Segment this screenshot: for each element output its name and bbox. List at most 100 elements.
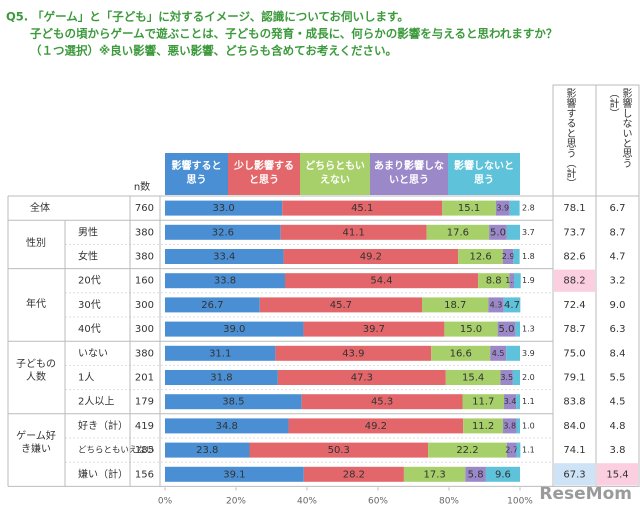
bar-segment [485,466,520,482]
bar-segment [497,321,516,337]
value-label: 1.9 [522,276,535,285]
bar-segment [275,345,432,361]
total-value: 79.1 [563,373,585,384]
bar-segment [463,418,503,434]
highlight-cell [554,463,595,486]
value-label: 2.0 [522,373,535,382]
value-label: 5.0 [490,227,506,238]
n-value: 380 [135,252,154,263]
value-label: 4.3 [490,300,503,309]
value-label: 49.2 [365,421,387,432]
total-value: 3.8 [610,445,626,456]
bar-segment [515,321,520,337]
n-value: 419 [135,421,154,432]
n-value: 179 [135,397,154,408]
total-column-header: 影響しないと思う（計） [607,88,631,168]
value-label: 12.6 [469,252,491,263]
bar-segment [506,442,517,458]
total-value: 74.1 [563,445,585,456]
total-value: 15.4 [606,469,628,480]
bar-segment [500,370,513,385]
value-label: 47.3 [351,373,373,384]
value-label: 5.8 [468,469,484,480]
value-label: 33.4 [213,252,235,263]
bar-segment [502,418,517,434]
highlight-cell [554,269,595,292]
legend-box: 影響しないと思う [448,153,520,195]
bar-segment [165,249,284,264]
bar-segment [282,200,443,216]
value-label: 1.1 [522,446,535,455]
value-label: 9.6 [495,469,511,480]
value-label: 33.8 [214,276,236,287]
bar-segment [165,200,283,216]
total-value: 8.7 [610,227,626,238]
bar-segment [478,273,510,289]
title-line: 子どもの頃からゲームで遊ぶことは、子どもの発育・成長に、何らかの影響を与えると思… [30,27,557,41]
group-label: ゲーム好き嫌い [16,431,56,456]
watermark: ReseMom [539,484,632,504]
row-label: 男性 [78,225,98,238]
bar-segment [165,418,289,434]
x-tick-label: 80% [439,497,459,507]
row-label: 40代 [78,323,101,335]
row-label: 嫌い（計） [78,467,128,480]
bar-segment [165,466,304,482]
bar-segment [462,394,505,410]
value-label: 16.6 [450,348,472,359]
value-label: 4.5 [492,349,505,358]
row-label: 20代 [78,275,101,287]
value-label: 1.8 [522,252,535,261]
total-value: 82.6 [563,252,585,263]
bar-segment [503,297,521,313]
bar-segment [509,200,520,216]
value-label: 54.4 [370,276,392,287]
value-label: 11.7 [472,397,494,408]
bar-segment [428,442,507,458]
bar-segment [506,224,520,240]
bar-segment [495,200,510,216]
value-label: 50.3 [328,445,350,456]
bar-segment [465,466,486,482]
bar-segment [509,273,514,289]
value-label: 2.7 [505,446,518,455]
value-label: 1.1 [522,397,535,406]
bar-segment [488,297,504,313]
value-label: 15.0 [460,324,482,335]
bar-segment [444,321,498,337]
legend-box: 影響すると思う [165,153,228,195]
bar-segment [458,249,503,264]
bar-segment [516,394,520,410]
value-label: 15.4 [462,373,484,384]
bar-segment [513,249,520,264]
bar-segment [403,466,466,482]
row-label: 2人以上 [78,396,114,408]
highlight-cell [597,463,638,486]
total-column-header: 影響すると思う（計） [564,88,575,188]
bar-segment [165,345,276,361]
bar-segment [259,297,423,313]
bar-segment [165,273,285,289]
value-label: 26.7 [201,300,223,311]
legend-box: あまり影響しないと思う [370,153,448,195]
legend-box: どちらともいえない [300,153,370,195]
title-line: Q5. 「ゲーム」と「子ども」に対するイメージ、認識についてお伺いします。 [6,10,409,24]
bar-segment [165,297,260,313]
value-label: 39.1 [223,469,245,480]
row-label: どちらともいえない [78,446,154,456]
bar-segment [303,466,404,482]
bar-segment [303,321,445,337]
group-label: 子どもの人数 [16,358,56,383]
bar-segment [249,442,429,458]
value-label: 43.9 [342,348,364,359]
value-label: 32.6 [212,227,234,238]
total-value: 4.5 [610,397,626,408]
value-label: 33.0 [212,203,234,214]
bar-segment [516,442,521,458]
x-tick-label: 20% [226,497,246,507]
group-label: 年代 [26,298,46,310]
value-label: 45.3 [371,397,393,408]
value-label: 39.7 [363,324,385,335]
